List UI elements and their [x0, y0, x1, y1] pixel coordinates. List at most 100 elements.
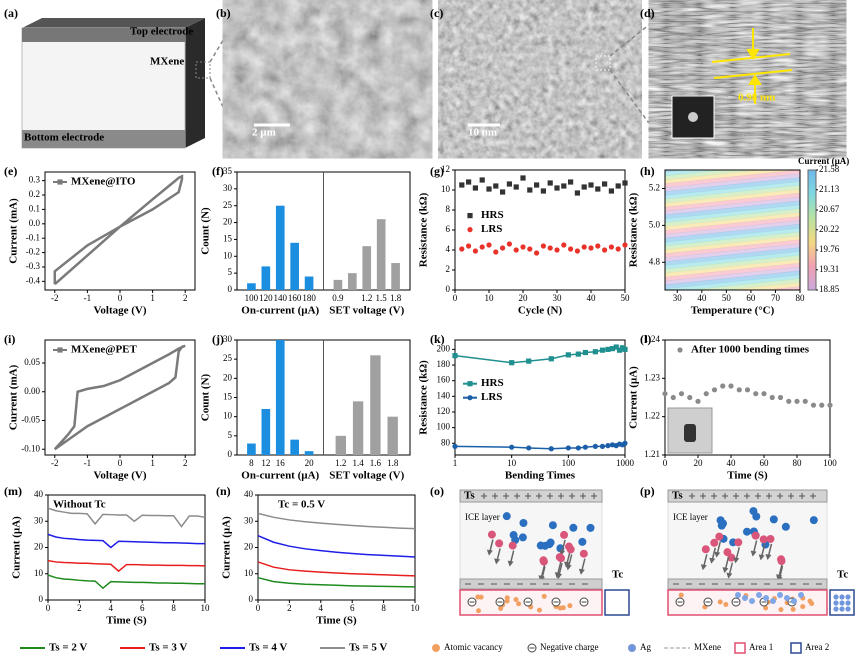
positive-charge: [558, 493, 564, 499]
drift-arrow: [716, 541, 722, 554]
ion-particle: [566, 545, 575, 554]
x-tick-label: 50: [722, 293, 732, 303]
colorbar-tick-label: 21.13: [819, 184, 840, 194]
y-tick-label: 140: [437, 390, 451, 400]
vacancy: [541, 593, 547, 599]
data-point: [565, 445, 571, 451]
ag-filament: [839, 594, 845, 600]
data-point: [561, 242, 567, 248]
legend-label: HRS: [481, 377, 504, 389]
y-axis-label: Resistance (kΩ): [628, 192, 640, 267]
x-tick-label: -1: [84, 293, 92, 303]
drift-arrow-head: [709, 557, 716, 564]
y-tick-label: 20: [223, 217, 233, 227]
y-axis-label: Current (µA): [628, 366, 640, 429]
bar: [304, 276, 314, 290]
drift-arrow: [778, 565, 784, 579]
layer-label: ICE layer: [673, 512, 708, 522]
drift-arrow-head: [726, 572, 733, 579]
bar: [348, 273, 357, 290]
y-tick-label: 10: [223, 411, 233, 421]
y-tick-label: 180: [437, 359, 451, 369]
x-tick-label: 10: [201, 603, 211, 613]
x-tick-label: 6: [350, 603, 355, 613]
data-point: [500, 245, 506, 251]
x-tick-label: 10: [411, 603, 421, 613]
legend-label: MXene@ITO: [71, 176, 136, 188]
legend-label: MXene: [694, 642, 721, 652]
data-point: [547, 245, 553, 251]
data-point: [582, 444, 588, 450]
x-tick-label: 20: [694, 458, 704, 468]
data-point: [554, 247, 560, 253]
x-axis-label: On-current (µA): [241, 470, 319, 482]
tem-image: [240, 10, 415, 145]
colorbar-tick-label: 18.85: [819, 284, 840, 294]
drift-arrow-head: [714, 551, 721, 558]
x-axis-label: On-current (µA): [241, 305, 319, 317]
ion-particle: [701, 545, 710, 554]
ag-particle: [569, 523, 578, 532]
source-label: Ts: [672, 490, 683, 502]
ag-filament: [833, 606, 839, 612]
ion-particle: [723, 548, 732, 557]
heat-band: [665, 170, 800, 188]
legend-marker: [677, 347, 683, 353]
y-tick-label: 30: [244, 515, 254, 525]
x-tick-label: 0: [453, 293, 458, 303]
heat-band: [688, 278, 800, 290]
ag-particle: [752, 512, 761, 521]
x-tick-label: 10: [485, 293, 495, 303]
data-point: [466, 179, 472, 185]
data-point: [728, 383, 734, 389]
y-tick-label: 12: [441, 164, 450, 174]
y-tick-label: 1.23: [644, 372, 660, 382]
bar: [247, 283, 256, 290]
legend-vacancy: [432, 644, 440, 652]
data-point: [513, 247, 519, 253]
legend-label: Ts = 4 V: [249, 642, 287, 654]
data-point: [720, 383, 726, 389]
data-point: [744, 387, 751, 393]
ion-particle: [715, 532, 724, 541]
zoom-box: [595, 55, 611, 71]
y-tick-label: 20: [244, 542, 254, 552]
series-line: [47, 574, 205, 590]
x-tick-label: 30: [553, 293, 563, 303]
legend-label: HRS: [481, 209, 504, 221]
x-tick-label: 8: [381, 603, 386, 613]
legend-label: Area 1: [749, 642, 773, 652]
series-line: [257, 512, 416, 530]
series-line: [47, 507, 206, 528]
y-tick-label: 5: [228, 267, 233, 277]
vacancy: [678, 592, 684, 598]
data-point: [568, 246, 574, 252]
plot-frame: [664, 339, 831, 456]
x-tick-label: 20: [305, 458, 315, 468]
heat-band: [665, 204, 800, 223]
x-axis-label: Time (S): [106, 615, 147, 627]
vacancy: [778, 607, 784, 613]
drift-arrow: [728, 562, 734, 575]
y-tick-label: 4.8: [649, 256, 661, 266]
data-point: [575, 445, 581, 451]
heat-band: [665, 235, 800, 254]
drift-arrow: [489, 539, 494, 552]
x-tick-label: 1.8: [390, 293, 402, 303]
ag-particle: [519, 518, 528, 527]
data-point: [615, 246, 621, 252]
x-tick-label: 0: [256, 603, 261, 613]
x-axis-label: Bending Times: [505, 470, 576, 482]
legend-label: MXene@PET: [71, 344, 137, 356]
scale-label: 10 nm: [468, 127, 497, 139]
ag-filament: [845, 600, 851, 606]
positive-charge: [547, 493, 553, 499]
ag-particle: [502, 512, 511, 521]
colorbar-label: Current (µA): [798, 156, 849, 166]
positive-charge: [810, 493, 816, 499]
positive-charge: [733, 493, 739, 499]
zoom-line: [609, 69, 666, 146]
x-axis-label: SET voltage (V): [329, 470, 404, 482]
data-point: [622, 346, 628, 352]
layer-label: ICE layer: [465, 512, 500, 522]
